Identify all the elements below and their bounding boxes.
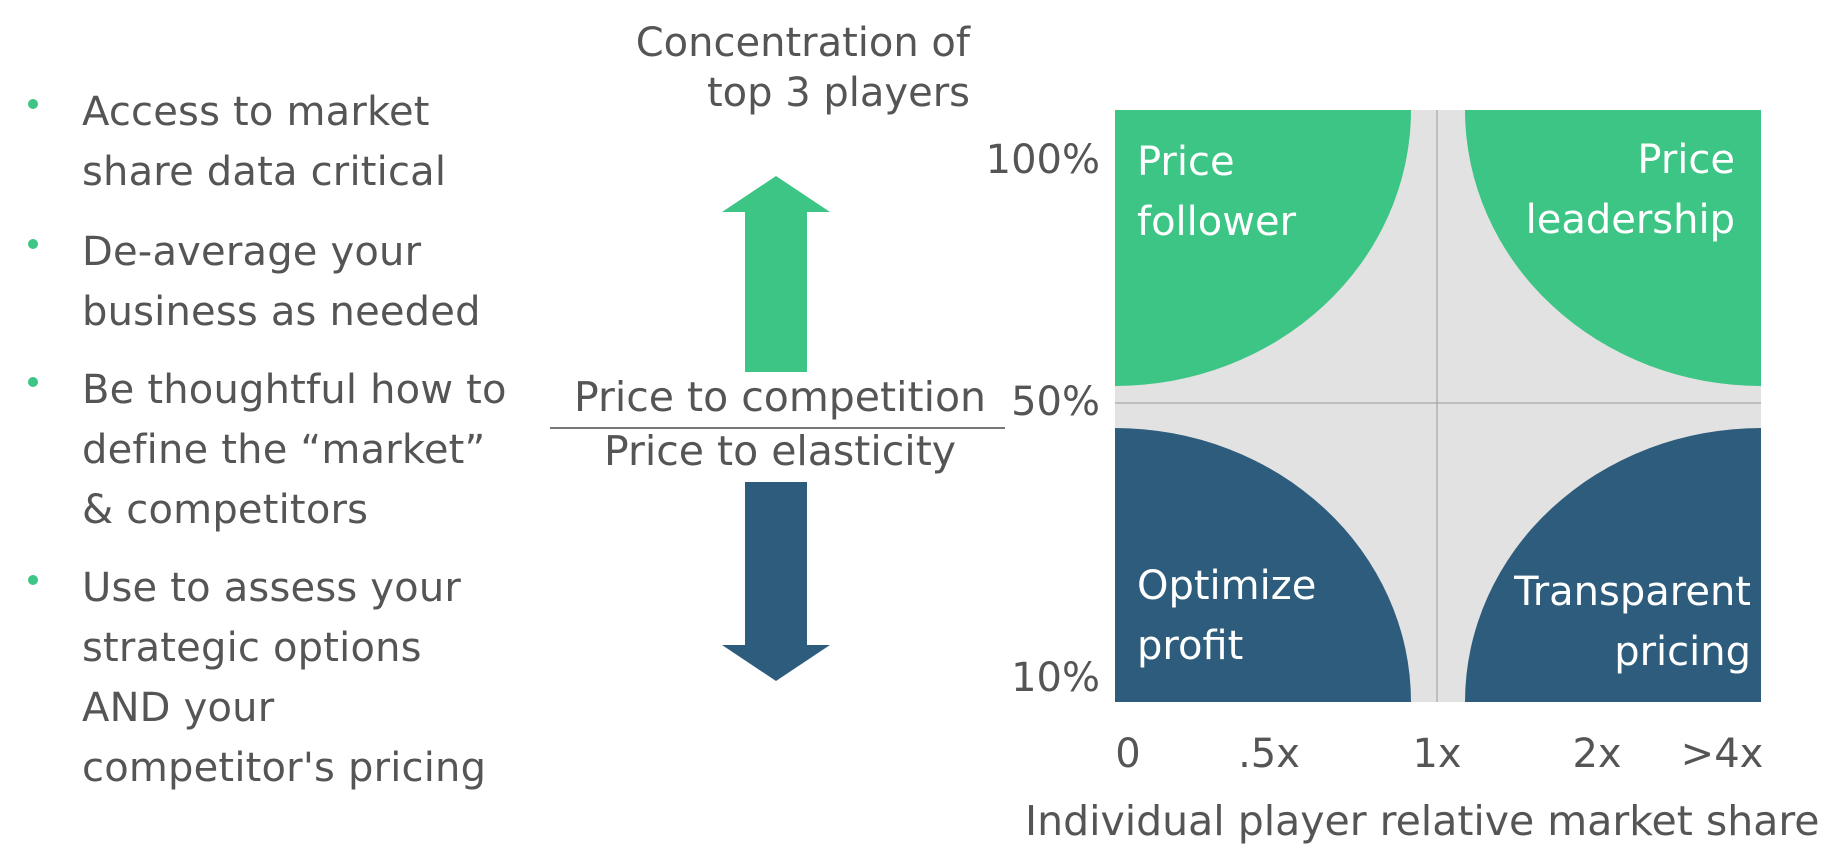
arrows	[722, 176, 830, 681]
quadrant-label-transparent-pricing: Transparent pricing	[1514, 569, 1751, 675]
quadrant-label-price-follower: Price follower	[1137, 139, 1297, 245]
quadrant-label-optimize-profit: Optimize profit	[1137, 563, 1317, 669]
x-axis-title: Individual player relative market share	[1025, 797, 1820, 845]
x-tick-0: 0	[1115, 731, 1141, 777]
quadrant-bottom-right-shape	[1465, 428, 1761, 702]
y-tick-50: 50%	[1011, 379, 1100, 425]
bullet-text: Access to market share data critical	[82, 89, 447, 195]
bullet-item: Access to market share data critical	[28, 82, 538, 202]
y-tick-10: 10%	[1011, 655, 1100, 701]
y-axis-title: Concentration of top 3 players	[635, 20, 970, 116]
bullet-text: Be thoughtful how to define the “market”…	[82, 367, 507, 533]
y-tick-100: 100%	[985, 137, 1100, 183]
bullet-list: Access to market share data critical De-…	[0, 0, 540, 846]
ratio-denominator: Price to elasticity	[603, 427, 957, 475]
bullet-text: De-average your business as needed	[82, 229, 481, 335]
x-tick-1x: 1x	[1412, 731, 1462, 777]
x-tick-2x: 2x	[1572, 731, 1622, 777]
bullet-dot-icon	[28, 239, 38, 249]
bullet-item: De-average your business as needed	[28, 222, 538, 342]
bullet-dot-icon	[28, 99, 38, 109]
quadrant-label-price-leadership: Price leadership	[1525, 137, 1735, 243]
bullet-dot-icon	[28, 575, 38, 585]
x-tick-4x: >4x	[1680, 731, 1764, 777]
bullet-item: Be thoughtful how to define the “market”…	[28, 360, 538, 540]
quadrant-matrix: Price follower Price leadership Optimize…	[1115, 110, 1761, 702]
down-arrow-icon	[722, 482, 830, 681]
quadrant-top-left-shape	[1115, 110, 1411, 386]
center-panel: Concentration of top 3 players Price to …	[550, 0, 1010, 846]
quadrant-top-right-shape	[1465, 110, 1761, 386]
quadrant-bottom-left-shape	[1115, 428, 1411, 702]
matrix-graphic	[1115, 110, 1761, 702]
up-arrow-icon	[722, 176, 830, 372]
x-tick-half: .5x	[1238, 731, 1300, 777]
bullet-item: Use to assess your strategic options AND…	[28, 558, 538, 798]
ratio-divider	[550, 427, 1005, 429]
bullet-dot-icon	[28, 377, 38, 387]
ratio-numerator: Price to competition	[573, 373, 987, 421]
bullet-text: Use to assess your strategic options AND…	[82, 565, 487, 791]
